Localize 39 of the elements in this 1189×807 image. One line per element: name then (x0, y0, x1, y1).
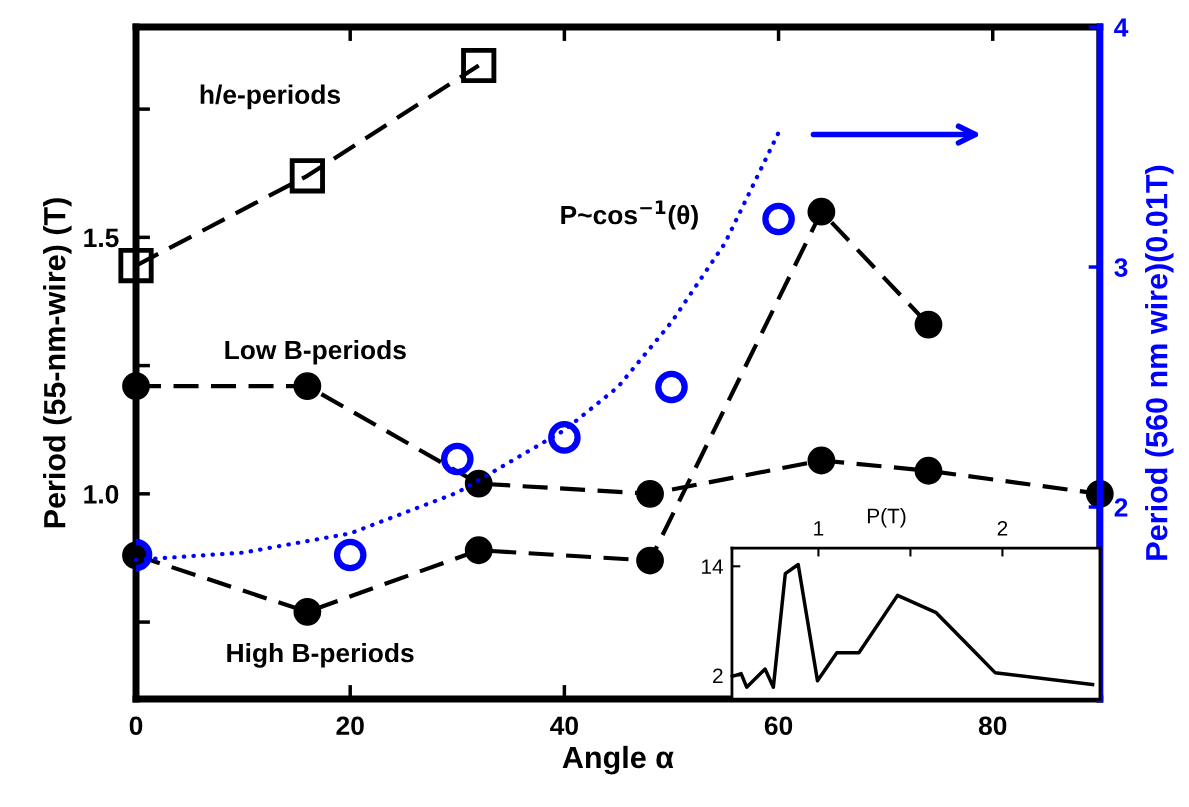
point (914, 456, 943, 485)
x-tick-label: 60 (764, 716, 793, 736)
point (464, 469, 493, 498)
annotation: Low B-periods (225, 339, 406, 365)
annotation: h/e-periods (200, 84, 341, 110)
point (122, 372, 150, 401)
point (440, 442, 474, 476)
x-tick-label: 0 (129, 716, 143, 736)
y2-tick-label: 4 (1114, 18, 1129, 37)
point (293, 372, 322, 401)
x-tick-label: 80 (978, 716, 1007, 736)
annotation: P~cos$^{−1}$(θ) (561, 200, 698, 230)
y-tick-label: 14 (702, 559, 724, 574)
y-tick-label: 1.5 (84, 228, 119, 248)
y2-tick-label: 3 (1114, 258, 1128, 277)
point (807, 197, 836, 226)
x-axis-title: Angle α (562, 745, 674, 775)
x-tick-label: 20 (336, 716, 364, 736)
point (914, 310, 943, 339)
point (636, 479, 664, 508)
point (289, 158, 325, 194)
y-tick-label: 1.0 (84, 484, 119, 504)
point (636, 546, 664, 575)
point (293, 597, 322, 626)
point (762, 202, 795, 236)
annotation: High B-periods (227, 642, 414, 668)
point (548, 421, 581, 454)
y-axis-title: Period (55-nm-wire) (T) (43, 198, 72, 528)
y2-axis-title: Period (560 nm wire)(0.01T) (1145, 165, 1174, 560)
point (807, 446, 836, 475)
point (464, 536, 493, 565)
point (118, 247, 154, 284)
point (655, 370, 688, 404)
point (333, 538, 367, 572)
y2-tick-label: 2 (1114, 498, 1128, 517)
point (461, 47, 497, 84)
x-tick-label: 40 (550, 716, 578, 736)
x-tick-label: 1 (814, 521, 824, 536)
x-axis-title: P(T) (867, 508, 906, 528)
